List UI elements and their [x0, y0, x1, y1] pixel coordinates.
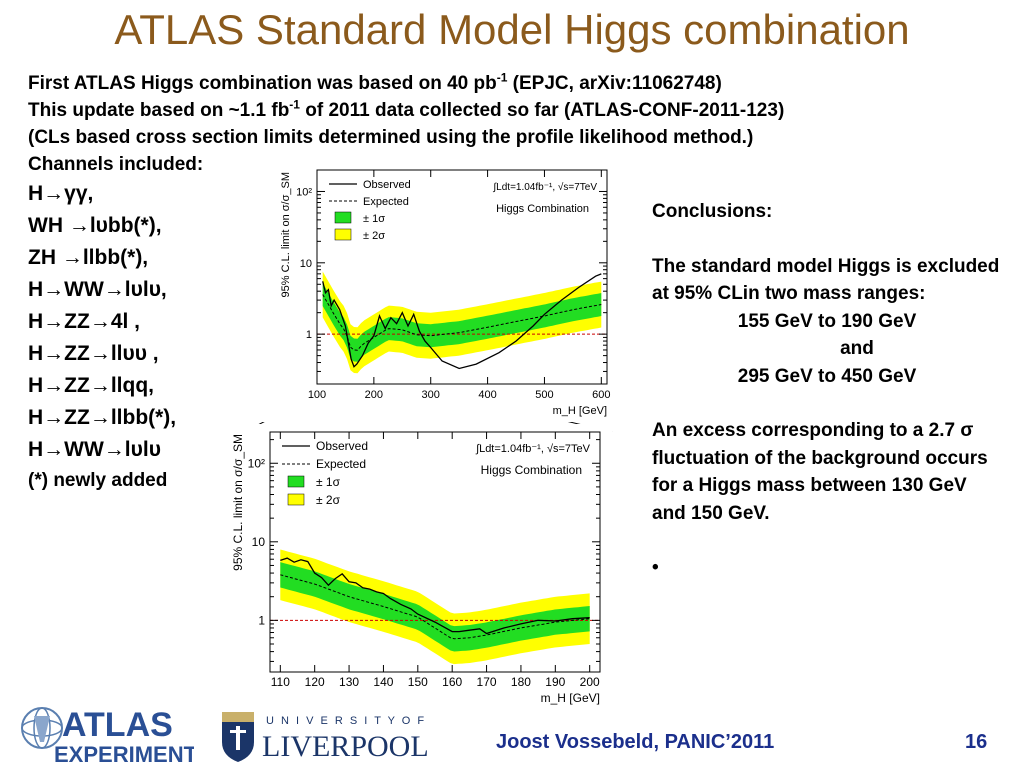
- x-tick-label: 500: [535, 389, 553, 401]
- y-axis-label: 95% C.L. limit on σ/σ_SM: [280, 172, 292, 297]
- band-1sigma: [322, 282, 602, 362]
- excluded-range: 155 GeV to 190 GeV: [737, 310, 917, 332]
- conclusions-paragraph: An excess corresponding to a 2.7 σ fluct…: [652, 420, 988, 524]
- conclusions-bullet: •: [652, 557, 659, 578]
- x-axis-label: m_H [GeV]: [541, 691, 600, 705]
- atlas-experiment-logo: ATLAS EXPERIMENT: [21, 706, 194, 766]
- channel-note: (*) newly added: [28, 470, 168, 491]
- channel-item: ZH →llbb(*),: [28, 246, 149, 269]
- slide-title: ATLAS Standard Model Higgs combination: [114, 6, 910, 53]
- conclusions-box: Conclusions: The standard model Higgs is…: [652, 198, 1002, 582]
- x-tick-label: 150: [408, 675, 428, 689]
- legend-entry: ± 2σ: [363, 230, 385, 242]
- y-tick-label: 10: [300, 258, 312, 270]
- x-tick-label: 110: [271, 675, 290, 689]
- x-tick-label: 200: [580, 675, 600, 689]
- excluded-range: 295 GeV to 450 GeV: [737, 365, 917, 387]
- plot-frame: [269, 431, 601, 673]
- y-tick-label: 1: [258, 613, 265, 627]
- svg-text:EXPERIMENT: EXPERIMENT: [54, 742, 194, 766]
- footer-author: Joost Vossebeld, PANIC’2011: [496, 731, 775, 753]
- intro-line-1: First ATLAS Higgs combination was based …: [28, 70, 722, 94]
- x-tick-label: 120: [305, 675, 325, 689]
- channel-item: WH →lυbb(*),: [28, 214, 162, 237]
- legend-1sigma-swatch: [334, 211, 352, 224]
- x-tick-label: 300: [422, 389, 440, 401]
- x-tick-label: 140: [373, 675, 393, 689]
- channel-item: H→γγ,: [28, 182, 94, 205]
- x-tick-label: 190: [545, 675, 565, 689]
- x-axis-label: m_H [GeV]: [553, 405, 607, 417]
- combination-annotation: Higgs Combination: [481, 463, 582, 477]
- x-tick-label: 180: [511, 675, 531, 689]
- svg-text:LIVERPOOL: LIVERPOOL: [262, 730, 429, 763]
- legend-entry: Expected: [316, 457, 366, 471]
- x-tick-label: 170: [477, 675, 497, 689]
- legend-entry: Observed: [316, 439, 368, 453]
- y-tick-label: 1: [306, 329, 312, 341]
- y-tick-label: 10²: [248, 456, 265, 470]
- band-2sigma: [280, 549, 590, 665]
- observed-limit-line: [280, 557, 590, 635]
- x-tick-label: 200: [365, 389, 383, 401]
- channel-item: H→WW→lυlυ,: [28, 278, 167, 301]
- y-axis-label: 95% C.L. limit on σ/σ_SM: [231, 434, 245, 571]
- legend-2sigma-swatch: [287, 493, 305, 506]
- intro-text: First ATLAS Higgs combination was based …: [28, 70, 784, 178]
- university-of-liverpool-logo: U N I V E R S I T Y O F LIVERPOOL: [222, 712, 429, 763]
- channel-item: H→WW→lυlυ: [28, 438, 161, 461]
- conclusions-heading: Conclusions:: [652, 201, 773, 222]
- luminosity-annotation: ∫Ldt=1.04fb⁻¹, √s=7TeV: [475, 443, 591, 455]
- band-1sigma: [280, 562, 590, 652]
- legend-2sigma-swatch: [334, 228, 352, 241]
- channel-item: H→ZZ→4l ,: [28, 310, 141, 333]
- legend-1sigma-swatch: [287, 475, 305, 488]
- channel-item: H→ZZ→llυυ ,: [28, 342, 159, 365]
- y-tick-label: 10²: [296, 186, 312, 198]
- plot-frame: [316, 169, 608, 385]
- channel-list: H→γγ, WH →lυbb(*), ZH →llbb(*), H→WW→lυl…: [28, 178, 176, 496]
- legend-entry: Observed: [363, 179, 411, 191]
- expected-limit-line: [322, 294, 602, 351]
- legend-entry: Expected: [363, 196, 409, 208]
- channel-item: H→ZZ→llqq,: [28, 374, 154, 397]
- intro-line-3: (CLs based cross section limits determin…: [28, 127, 754, 148]
- limit-plot-low-mass: 110 120 130 140 150 160 170 180 190 20011010²95% …: [212, 424, 612, 716]
- x-tick-label: 100: [308, 389, 326, 401]
- plot-area: [317, 271, 607, 374]
- limit-plot-full-range: 100 200 300 400 500 600 1 10 10² 95% C.L. limit o…: [262, 160, 618, 422]
- legend-entry: ± 1σ: [316, 475, 341, 489]
- observed-limit-line: [322, 273, 602, 370]
- combination-annotation: Higgs Combination: [496, 203, 589, 215]
- channel-item: H→ZZ→llbb(*),: [28, 406, 177, 429]
- plot-area: [270, 549, 600, 665]
- page-number: 16: [965, 731, 988, 753]
- svg-text:ATLAS: ATLAS: [62, 706, 173, 744]
- legend-entry: ± 2σ: [316, 493, 341, 507]
- conclusions-paragraph: The standard model Higgs is excluded at …: [652, 255, 1000, 305]
- legend-entry: ± 1σ: [363, 213, 385, 225]
- intro-line-4: Channels included:: [28, 154, 204, 175]
- x-tick-label: 600: [592, 389, 610, 401]
- y-tick-label: 10: [252, 535, 266, 549]
- x-tick-label: 130: [339, 675, 359, 689]
- svg-text:U N I V E R S I T Y O F: U N I V E R S I T Y O F: [266, 715, 426, 727]
- x-tick-label: 400: [478, 389, 496, 401]
- luminosity-annotation: ∫Ldt=1.04fb⁻¹, √s=7TeV: [492, 181, 597, 193]
- x-tick-label: 160: [442, 675, 462, 689]
- intro-line-2: This update based on ~1.1 fb-1 of 2011 d…: [28, 97, 785, 121]
- conclusions-and: and: [840, 338, 874, 359]
- expected-limit-line: [280, 574, 590, 640]
